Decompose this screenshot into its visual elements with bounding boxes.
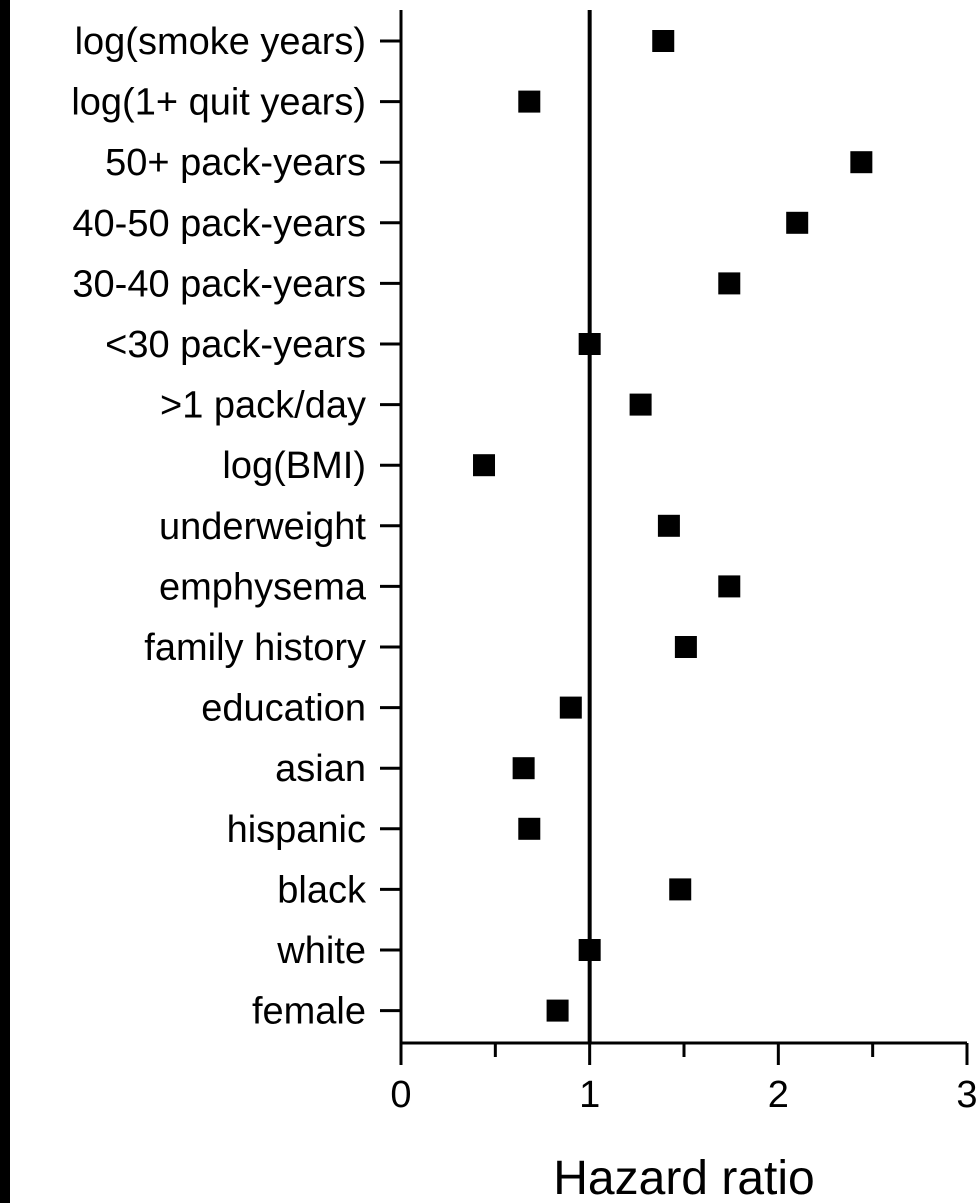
category-label: female	[252, 991, 366, 1033]
category-label: asian	[275, 748, 366, 790]
category-label: black	[277, 869, 367, 911]
category-label: hispanic	[227, 809, 366, 851]
category-label: <30 pack-years	[105, 324, 366, 366]
data-point-marker	[578, 939, 601, 961]
data-point-marker	[629, 393, 652, 416]
data-point-marker	[718, 272, 741, 295]
data-point-marker	[473, 454, 496, 477]
category-label: underweight	[159, 506, 366, 548]
category-label: 40-50 pack-years	[72, 203, 366, 245]
data-point-marker	[674, 636, 697, 658]
data-point-marker	[512, 757, 535, 780]
category-label: education	[201, 688, 366, 730]
data-point-marker	[559, 696, 582, 719]
data-point-marker	[546, 999, 569, 1022]
x-tick-label: 3	[956, 1074, 977, 1116]
category-label: family history	[144, 627, 366, 669]
data-point-marker	[786, 211, 809, 234]
category-label: log(smoke years)	[75, 21, 366, 63]
x-axis-title: Hazard ratio	[553, 1152, 814, 1203]
data-point-marker	[652, 30, 675, 52]
data-point-marker	[657, 514, 680, 537]
x-tick-label: 2	[768, 1074, 789, 1116]
data-point-marker	[850, 151, 873, 174]
category-label: 50+ pack-years	[105, 142, 366, 184]
category-label: white	[276, 930, 366, 972]
data-point-marker	[718, 575, 741, 598]
x-axis-ticks	[399, 1043, 969, 1065]
x-tick-labels: 0 1 2 3	[390, 1074, 977, 1116]
category-label: 30-40 pack-years	[72, 263, 366, 305]
data-point-marker	[518, 90, 541, 113]
category-labels: log(smoke years) log(1+ quit years) 50+ pa…	[71, 21, 367, 1033]
data-markers	[473, 30, 873, 1022]
data-point-marker	[669, 878, 692, 901]
data-point-marker	[518, 817, 541, 840]
hazard-ratio-chart: log(smoke years) log(1+ quit years) 50+ pa…	[71, 10, 977, 1203]
chart-frame: log(smoke years) log(1+ quit years) 50+ pa…	[10, 0, 977, 1203]
category-label: log(BMI)	[222, 445, 366, 487]
data-point-marker	[578, 333, 601, 355]
category-label: >1 pack/day	[160, 385, 366, 427]
x-tick-label: 0	[390, 1074, 411, 1116]
category-label: log(1+ quit years)	[71, 82, 366, 124]
y-axis-ticks	[380, 39, 401, 1013]
category-label: emphysema	[159, 566, 367, 608]
x-tick-label: 1	[579, 1074, 600, 1116]
